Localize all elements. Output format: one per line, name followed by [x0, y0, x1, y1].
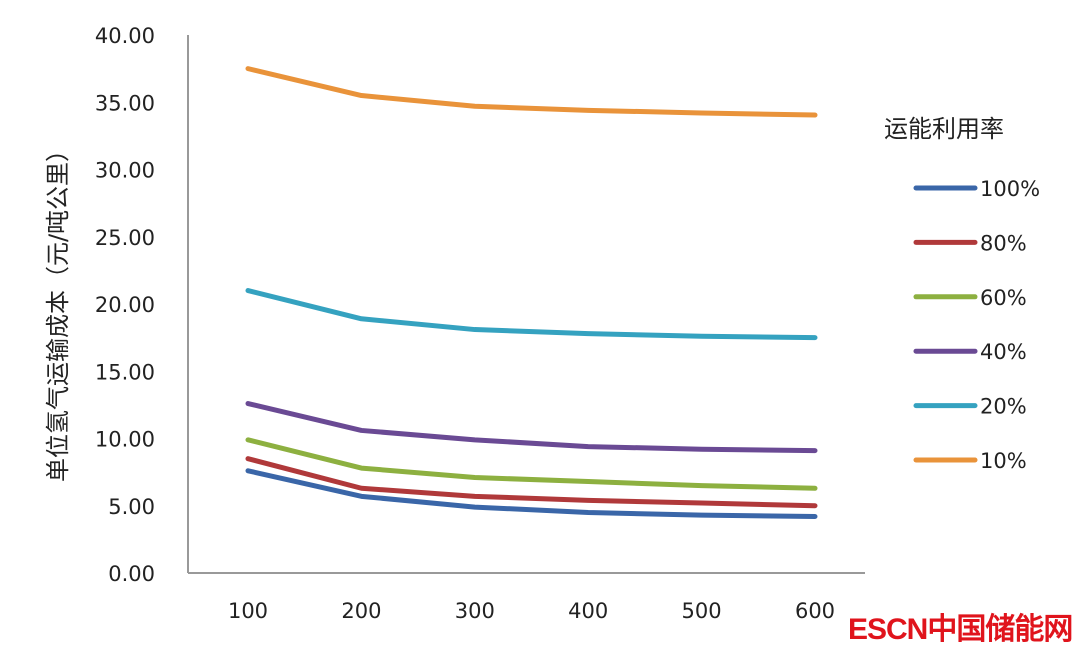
series-line-20pct	[245, 288, 818, 341]
y-tick-label: 0.00	[108, 562, 155, 586]
legend-label: 60%	[980, 286, 1027, 310]
x-tick-label: 300	[455, 599, 495, 623]
y-tick-labels: 0.00 5.00 10.00 15.00 20.00 25.00 30.00 35.00 40…	[95, 24, 155, 586]
x-tick-labels: 100 200 300 400 500 600	[228, 599, 835, 623]
y-tick-label: 20.00	[95, 293, 155, 317]
y-tick-label: 15.00	[95, 360, 155, 384]
x-tick-label: 100	[228, 599, 268, 623]
y-tick-label: 40.00	[95, 24, 155, 48]
series-line-80pct	[245, 456, 818, 509]
x-tick-label: 400	[568, 599, 608, 623]
y-axis-label: 单位氢气运输成本（元/吨公里）	[44, 138, 72, 482]
axes	[187, 35, 865, 574]
y-tick-label: 10.00	[95, 428, 155, 452]
y-tick-label: 5.00	[108, 495, 155, 519]
x-tick-label: 600	[795, 599, 835, 623]
y-tick-label: 30.00	[95, 159, 155, 183]
legend: 100% 80% 60% 40% 20% 10%	[913, 177, 1040, 473]
series-line-100pct	[245, 468, 818, 520]
x-tick-label: 500	[682, 599, 722, 623]
series-line-40pct	[245, 401, 818, 454]
legend-label: 20%	[980, 395, 1027, 419]
y-tick-label: 35.00	[95, 91, 155, 115]
series-lines	[245, 66, 818, 520]
legend-label: 100%	[980, 177, 1040, 201]
y-tick-label: 25.00	[95, 226, 155, 250]
legend-title: 运能利用率	[884, 115, 1004, 143]
escn-logo-watermark: ESCN中国储能网	[848, 613, 1073, 646]
legend-label: 80%	[980, 231, 1027, 255]
x-tick-label: 200	[341, 599, 381, 623]
series-line-10pct	[245, 66, 818, 118]
legend-label: 10%	[980, 449, 1027, 473]
series-line-60pct	[245, 437, 818, 491]
legend-label: 40%	[980, 340, 1027, 364]
